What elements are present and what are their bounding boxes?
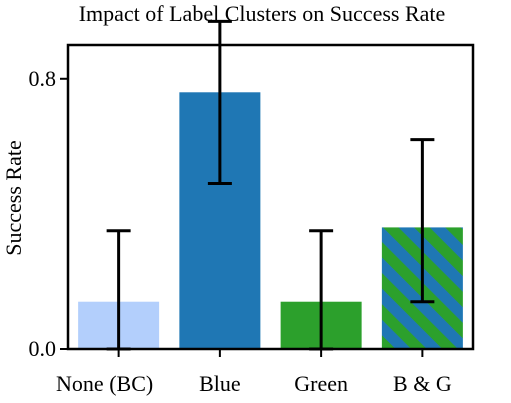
x-tick-label-0: None (BC) [56, 371, 153, 396]
y-tick-label-1: 0.8 [29, 66, 57, 91]
chart-title: Impact of Label Clusters on Success Rate [79, 1, 446, 26]
x-tick-label-3: B & G [393, 371, 452, 396]
plot-frame [66, 43, 475, 351]
y-tick-label-0: 0.0 [29, 336, 57, 361]
y-axis-label: Success Rate [1, 140, 26, 255]
x-tick-label-2: Green [294, 371, 348, 396]
x-tick-label-1: Blue [199, 371, 241, 396]
plot-area: 0.0 0.8 None (BC) Blue Green B & G [29, 19, 475, 396]
